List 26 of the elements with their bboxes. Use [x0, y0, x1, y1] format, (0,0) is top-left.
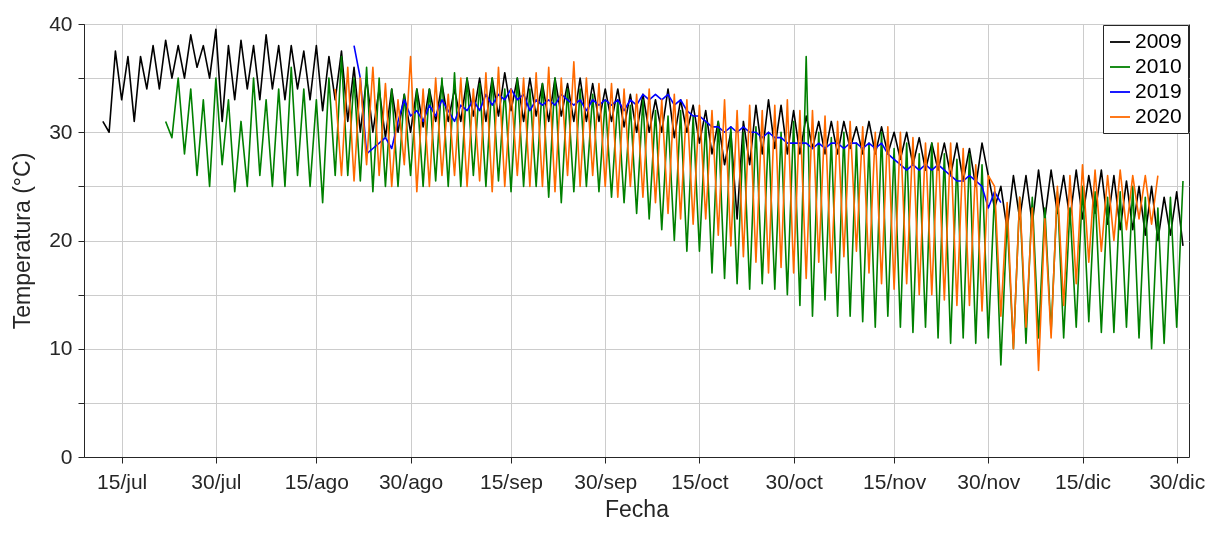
x-tick-label: 30/sep	[574, 469, 638, 493]
y-tick-label: 20	[49, 228, 73, 251]
x-tick-label: 15/ago	[284, 469, 349, 493]
x-tick-label: 30/nov	[957, 469, 1021, 493]
y-tick-label: 10	[49, 336, 73, 360]
x-tick-label: 30/jul	[191, 469, 242, 493]
y-tick-label: 40	[49, 11, 73, 35]
legend-label: 2019	[1135, 79, 1182, 102]
x-tick-label: 30/ago	[378, 469, 444, 493]
x-tick-label: 15/sep	[480, 469, 544, 493]
legend-label: 2009	[1135, 29, 1182, 52]
x-axis-title: Fecha	[605, 495, 670, 522]
x-tick-label: 15/dic	[1054, 469, 1112, 493]
legend-label: 2010	[1135, 54, 1182, 77]
x-tick-label: 30/oct	[765, 469, 823, 493]
line-series	[353, 44, 1002, 209]
legend-label: 2020	[1135, 104, 1182, 127]
x-tick-label: 15/nov	[863, 469, 927, 493]
y-tick-label: 0	[60, 444, 73, 468]
y-axis-title: Temperatura (°C)	[9, 152, 36, 330]
line-series	[164, 55, 1184, 366]
x-tick-label: 30/dic	[1149, 469, 1206, 493]
x-tick-label: 15/jul	[97, 469, 148, 493]
y-tick-label: 30	[49, 119, 73, 143]
line-series	[102, 28, 1184, 247]
x-tick-label: 15/oct	[671, 469, 729, 493]
